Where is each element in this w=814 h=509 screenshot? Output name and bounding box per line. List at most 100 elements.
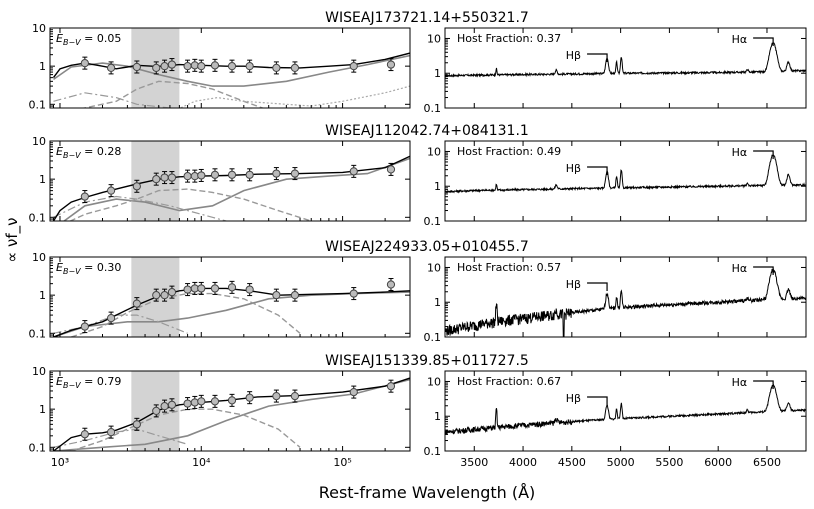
host-young-component-line (53, 314, 188, 334)
photometry-point (227, 62, 237, 71)
photometry-point (183, 399, 192, 408)
photometry-point (245, 285, 254, 294)
host-fraction-label: Host Fraction: 0.57 (457, 261, 561, 274)
photometry-point (245, 170, 254, 179)
photometry-point (80, 192, 89, 201)
photometry-point (290, 169, 300, 178)
hbeta-label: Hβ (566, 162, 581, 175)
hbeta-label: Hβ (566, 278, 581, 291)
sed-ytick-label: 1 (39, 60, 46, 73)
sed-ytick-label: 0.1 (29, 98, 47, 111)
panel-4: WISEAJ151339.85+011727.5 0.1 1 10 10³ 10⁴ 10⁵ E… (29, 353, 807, 469)
host-fraction-label: Host Fraction: 0.67 (457, 375, 561, 388)
hbeta-label: Hβ (566, 392, 581, 405)
photometry-point (167, 173, 177, 182)
photometry-point (349, 62, 358, 71)
photometry-point (183, 285, 192, 294)
hbeta-marker (587, 282, 608, 291)
sed-ytick-label: 10 (32, 22, 46, 35)
photometry-point (227, 170, 237, 179)
spectrum-axes-frame (444, 140, 807, 222)
photometry-point (80, 322, 89, 331)
halpha-marker (753, 266, 774, 275)
spectrum-line (445, 41, 806, 78)
spectrum-curve-group (445, 154, 806, 194)
panel-3: WISEAJ224933.05+010455.7 0.1 1 10 EB−V = 0.3… (29, 239, 807, 344)
photometry-point (349, 167, 358, 176)
photometry-point (197, 397, 206, 406)
total-sed-line (53, 377, 410, 451)
photometry-point (152, 175, 161, 184)
spectrum-ytick-label: 1 (434, 296, 441, 309)
host-old-component-line (70, 408, 301, 451)
photometry-point (210, 397, 220, 406)
photometry-point (160, 402, 169, 411)
spectrum-line (445, 268, 806, 337)
spectrum-xtick-label: 4000 (509, 456, 537, 469)
photometry-point (245, 62, 254, 71)
spectrum-ytick-label: 10 (427, 261, 441, 274)
ebv-label: EB−V = 0.05 (56, 32, 121, 47)
sed-ytick-label: 0.1 (29, 211, 47, 224)
halpha-marker (753, 380, 774, 389)
panel-title: WISEAJ151339.85+011727.5 (325, 353, 529, 369)
spectrum-ytick-label: 0.1 (424, 445, 442, 458)
agn-component-line (53, 291, 410, 337)
hbeta-marker (587, 396, 608, 405)
photometry-point (272, 291, 281, 300)
photometry-point (386, 165, 396, 174)
host-old-component-line (70, 292, 301, 337)
spectrum-ytick-label: 0.1 (424, 331, 442, 344)
spectrum-axes-frame (444, 27, 807, 109)
sed-ytick-label: 10 (32, 365, 46, 378)
halpha-marker (753, 37, 774, 46)
spectrum-curve-group (445, 268, 806, 337)
photometry-point (132, 420, 141, 429)
agn-component-line (53, 54, 410, 87)
photometry-point (197, 62, 206, 71)
photometry-point (386, 60, 396, 69)
photometry-point (106, 186, 116, 195)
ebv-subscript: B−V (63, 381, 81, 390)
panel-2: WISEAJ112042.74+084131.1 0.1 1 10 EB−V = 0.2… (29, 123, 807, 228)
hbeta-marker (587, 166, 608, 175)
halpha-label: Hα (732, 33, 748, 46)
sed-ytick-label: 1 (39, 173, 46, 186)
spectrum-axes-frame (444, 370, 807, 452)
ebv-symbol: E (56, 32, 63, 45)
y-axis-label: ∝ νf_ν (3, 217, 22, 262)
host-young-component-line (53, 92, 177, 108)
photometry-point (290, 291, 300, 300)
panel-title: WISEAJ173721.14+550321.7 (325, 10, 529, 26)
photometry-point (386, 280, 396, 289)
photometry-point (349, 387, 358, 397)
photometry-point (183, 172, 192, 181)
photometry-point (106, 314, 116, 323)
photometry-point (167, 60, 177, 69)
agn-component-line (62, 157, 410, 221)
spectrum-ytick-label: 10 (427, 145, 441, 158)
ebv-subscript: B−V (63, 38, 81, 47)
photometry-point (210, 61, 220, 70)
host-fraction-label: Host Fraction: 0.37 (457, 32, 561, 45)
photometry-point (80, 59, 89, 68)
agn-component-line (53, 378, 410, 451)
halpha-marker (753, 150, 774, 159)
ebv-symbol: E (56, 145, 63, 158)
hbeta-label: Hβ (566, 49, 581, 62)
host-young-component-line (53, 428, 188, 448)
sed-ytick-label: 0.1 (29, 441, 47, 454)
photometry-point (160, 291, 169, 300)
halpha-label: Hα (732, 376, 748, 389)
sed-ytick-label: 0.1 (29, 327, 47, 340)
spectrum-ytick-label: 10 (427, 375, 441, 388)
photometry-point (167, 400, 177, 409)
photometry-point (272, 63, 281, 72)
photometry-point (227, 283, 237, 292)
spectrum-ytick-label: 1 (434, 180, 441, 193)
ebv-label: EB−V = 0.30 (56, 261, 121, 276)
halpha-label: Hα (732, 262, 748, 275)
extra-component-line (178, 85, 410, 108)
ebv-subscript: B−V (63, 151, 81, 160)
